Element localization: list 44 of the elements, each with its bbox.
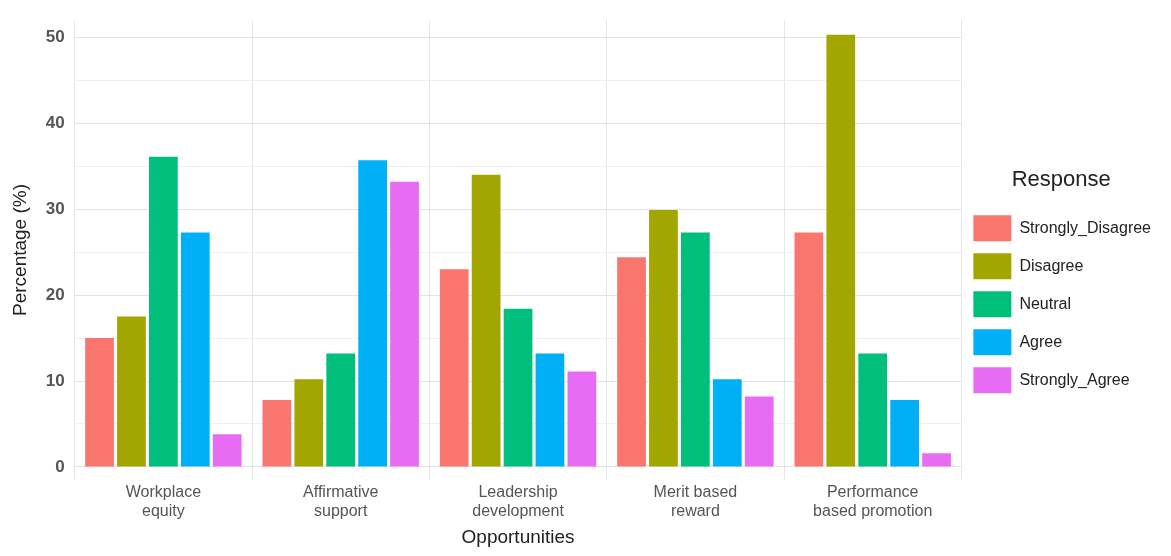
bar [358, 160, 387, 467]
y-tick-label: 30 [45, 198, 65, 218]
bar [439, 269, 469, 467]
bar [262, 399, 292, 467]
bar [617, 257, 646, 467]
bar [858, 353, 888, 467]
bar [294, 379, 324, 467]
bar [149, 156, 178, 467]
bar [890, 399, 919, 467]
y-tick-label: 10 [45, 370, 65, 390]
x-tick-label: Workplace equity [125, 482, 202, 520]
x-tick-label: Performance based promotion [813, 482, 933, 520]
bar [922, 453, 951, 467]
bar [535, 353, 565, 467]
legend-title: Response [1011, 165, 1111, 191]
bar [471, 174, 501, 467]
legend-label: Strongly_Agree [1019, 370, 1130, 389]
legend-label: Agree [1019, 332, 1063, 350]
y-tick-label: 50 [45, 27, 65, 47]
x-tick-label: Affirmative support [303, 482, 379, 520]
bar [649, 210, 678, 467]
bar [567, 371, 597, 467]
bar [212, 434, 242, 467]
bar [503, 308, 533, 467]
x-tick-label: Merit based reward [653, 482, 738, 520]
bar [85, 338, 114, 467]
y-tick-label: 40 [45, 112, 65, 132]
bar [326, 353, 356, 467]
y-tick-label: 20 [45, 284, 65, 304]
legend-label: Neutral [1019, 294, 1071, 312]
y-axis-title: Percentage (%) [8, 183, 30, 317]
bar [681, 232, 710, 467]
legend-label: Strongly_Disagree [1019, 218, 1152, 237]
bar [826, 34, 856, 467]
bar [117, 316, 146, 467]
bar [180, 232, 210, 467]
legend-label: Disagree [1019, 256, 1084, 274]
bar [712, 379, 742, 467]
x-axis-title: Opportunities [461, 525, 575, 547]
y-tick-label: 0 [55, 456, 65, 476]
bar [390, 181, 419, 467]
bar [744, 396, 774, 467]
bar [794, 232, 824, 467]
x-tick-label: Leadership development [472, 482, 565, 520]
